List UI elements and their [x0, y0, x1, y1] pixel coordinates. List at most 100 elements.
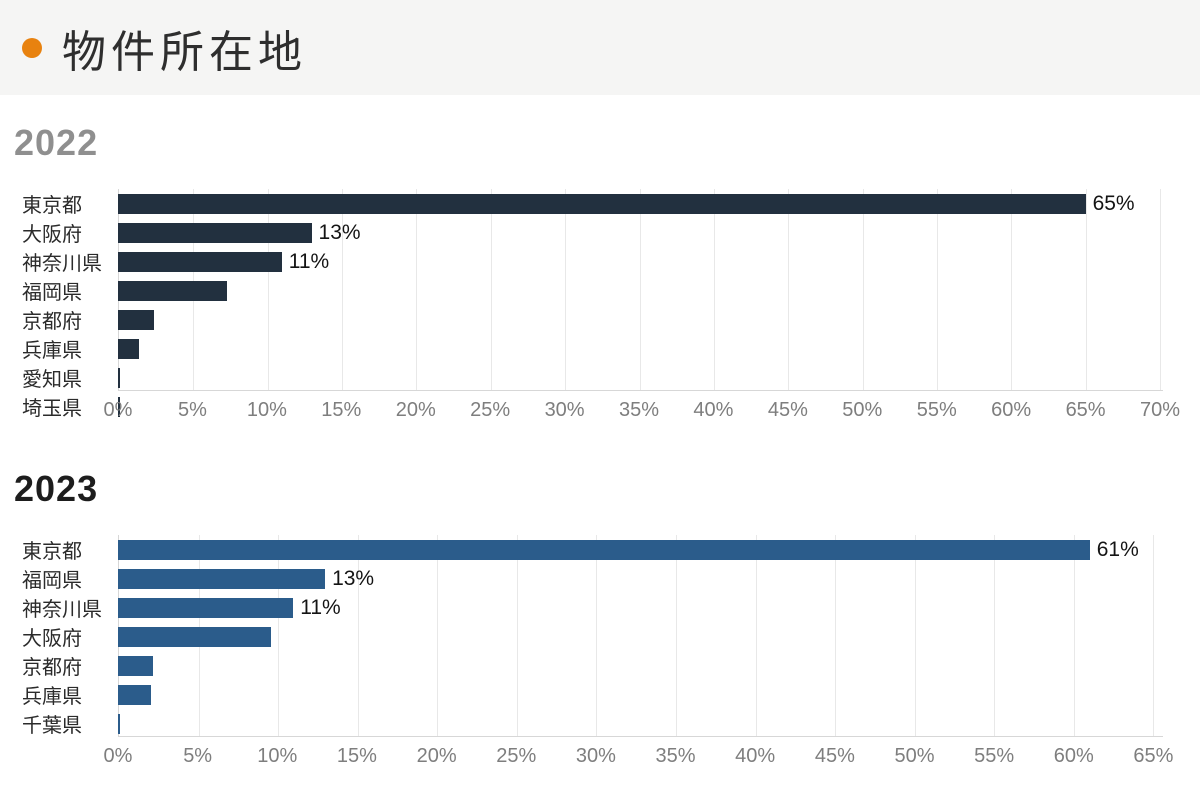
x-tick-label: 60% — [1053, 745, 1094, 767]
grid-line — [755, 535, 757, 736]
chart-title-2023: 2023 — [14, 468, 99, 509]
category-label: 兵庫県 — [22, 340, 82, 362]
x-tick-label: 5% — [183, 745, 213, 767]
x-tick-label: 0% — [103, 745, 133, 767]
x-tick-label: 25% — [496, 745, 537, 767]
bar: 13% — [118, 221, 361, 244]
grid-line — [862, 189, 864, 390]
bar — [118, 713, 121, 734]
category-label: 東京都 — [22, 541, 82, 563]
bar-row: 兵庫県 — [0, 680, 1163, 709]
grid-line — [267, 189, 269, 390]
bar — [118, 338, 139, 359]
category-label: 大阪府 — [22, 224, 82, 246]
x-tick-label: 45% — [767, 399, 808, 421]
bar-row: 東京都 65% — [0, 189, 1163, 218]
bullet-icon — [22, 37, 42, 58]
x-tick-label: 45% — [814, 745, 855, 767]
category-label: 埼玉県 — [22, 398, 82, 420]
bar-row: 福岡県 — [0, 276, 1163, 305]
bar-row: 大阪府 13% — [0, 218, 1163, 247]
bar — [118, 655, 154, 676]
value-label: 61% — [1096, 537, 1139, 561]
bar-row: 埼玉県 — [0, 392, 1163, 421]
bar-track — [118, 684, 1163, 705]
bar-row: 千葉県 — [0, 709, 1163, 738]
grid-line — [1160, 189, 1162, 390]
bar-row: 東京都 61% — [0, 535, 1163, 564]
bar: 13% — [118, 567, 374, 590]
page-header: 物件所在地 — [0, 0, 1200, 95]
bar — [118, 309, 154, 330]
grid-line — [1085, 189, 1087, 390]
grid-line — [278, 535, 280, 736]
bar-track — [118, 655, 1163, 676]
bar-track: 11% — [118, 595, 1163, 619]
category-label: 福岡県 — [22, 282, 82, 304]
bar-track — [118, 309, 1163, 330]
grid-line — [1073, 535, 1075, 736]
bar: 11% — [118, 250, 329, 273]
plot-area-2023: 東京都 61% 福岡県 13% 神奈川県 11% 大阪府 京都府 兵庫県 千葉県 — [0, 535, 1163, 737]
bar-row: 兵庫県 — [0, 334, 1163, 363]
value-label: 13% — [318, 220, 361, 244]
bar — [118, 396, 121, 417]
grid-line — [516, 535, 518, 736]
category-label: 東京都 — [22, 195, 82, 217]
bar-track: 11% — [118, 250, 1163, 273]
bar-track — [118, 280, 1163, 301]
x-tick-label: 50% — [894, 745, 935, 767]
grid-line — [437, 535, 439, 736]
bar-row: 福岡県 13% — [0, 564, 1163, 593]
grid-line — [416, 189, 418, 390]
value-label: 65% — [1092, 191, 1135, 215]
chart-title-2022: 2022 — [14, 122, 99, 163]
x-tick-label: 55% — [916, 399, 957, 421]
x-tick-label: 35% — [655, 745, 696, 767]
grid-line — [788, 189, 790, 390]
bar-track: 13% — [118, 567, 1163, 590]
grid-line — [357, 535, 359, 736]
grid-line — [342, 189, 344, 390]
gridlines — [118, 535, 1163, 737]
grid-line — [1153, 535, 1155, 736]
category-label: 大阪府 — [22, 628, 82, 650]
x-tick-label: 65% — [1133, 745, 1174, 767]
category-label: 愛知県 — [22, 369, 82, 391]
bar-track — [118, 396, 1163, 417]
x-tick-label: 20% — [395, 399, 436, 421]
category-label: 千葉県 — [22, 715, 82, 737]
value-label: 11% — [288, 249, 330, 273]
bar-track — [118, 338, 1163, 359]
x-tick-label: 40% — [735, 745, 776, 767]
page-title: 物件所在地 — [62, 27, 307, 77]
grid-line — [914, 535, 916, 736]
x-axis-2022: 0% 5% 10% 15% 20% 25% 30% 35% 40% 45% 50% 55% 60% 65%… — [104, 391, 1180, 425]
x-tick-label: 30% — [575, 745, 616, 767]
category-label: 神奈川県 — [22, 253, 102, 275]
x-tick-label: 70% — [1140, 399, 1181, 421]
value-label: 11% — [300, 595, 341, 619]
bar-track — [118, 626, 1163, 647]
bar-row: 京都府 — [0, 305, 1163, 334]
x-tick-label: 15% — [321, 399, 362, 421]
x-tick-label: 50% — [842, 399, 883, 421]
plot-area-2022: 東京都 65% 大阪府 13% 神奈川県 11% 福岡県 京都府兵庫県愛知県埼玉県 — [0, 189, 1163, 420]
category-label: 兵庫県 — [22, 686, 82, 708]
bar-row: 神奈川県 11% — [0, 247, 1163, 276]
grid-line — [676, 535, 677, 736]
x-tick-label: 35% — [618, 399, 660, 421]
bar-row: 神奈川県 11% — [0, 593, 1163, 622]
x-tick-label: 15% — [336, 745, 377, 767]
grid-line — [490, 189, 492, 390]
grid-line — [639, 189, 641, 390]
bar-track: 13% — [118, 221, 1163, 244]
x-tick-label: 5% — [177, 399, 207, 421]
bar-row: 愛知県 — [0, 363, 1163, 392]
chart-2022: 2022 東京都 65% 大阪府 13% 神奈川県 11% 福岡県 京都府 兵庫県 愛知県 埼玉県 … — [0, 123, 1200, 425]
bar-rows: 東京都 61% 福岡県 13% 神奈川県 11% 大阪府 京都府 兵庫県 千葉県 — [0, 535, 1163, 738]
chart-2023: 2023 東京都 61% 福岡県 13% 神奈川県 11% 大阪府 京都府 兵庫県 千葉県 0% 5… — [0, 469, 1200, 771]
x-tick-label: 25% — [470, 399, 511, 421]
charts-area: 2022 東京都 65% 大阪府 13% 神奈川県 11% 福岡県 京都府 兵庫県 愛知県 埼玉県 … — [0, 123, 1200, 771]
grid-line — [994, 535, 996, 736]
